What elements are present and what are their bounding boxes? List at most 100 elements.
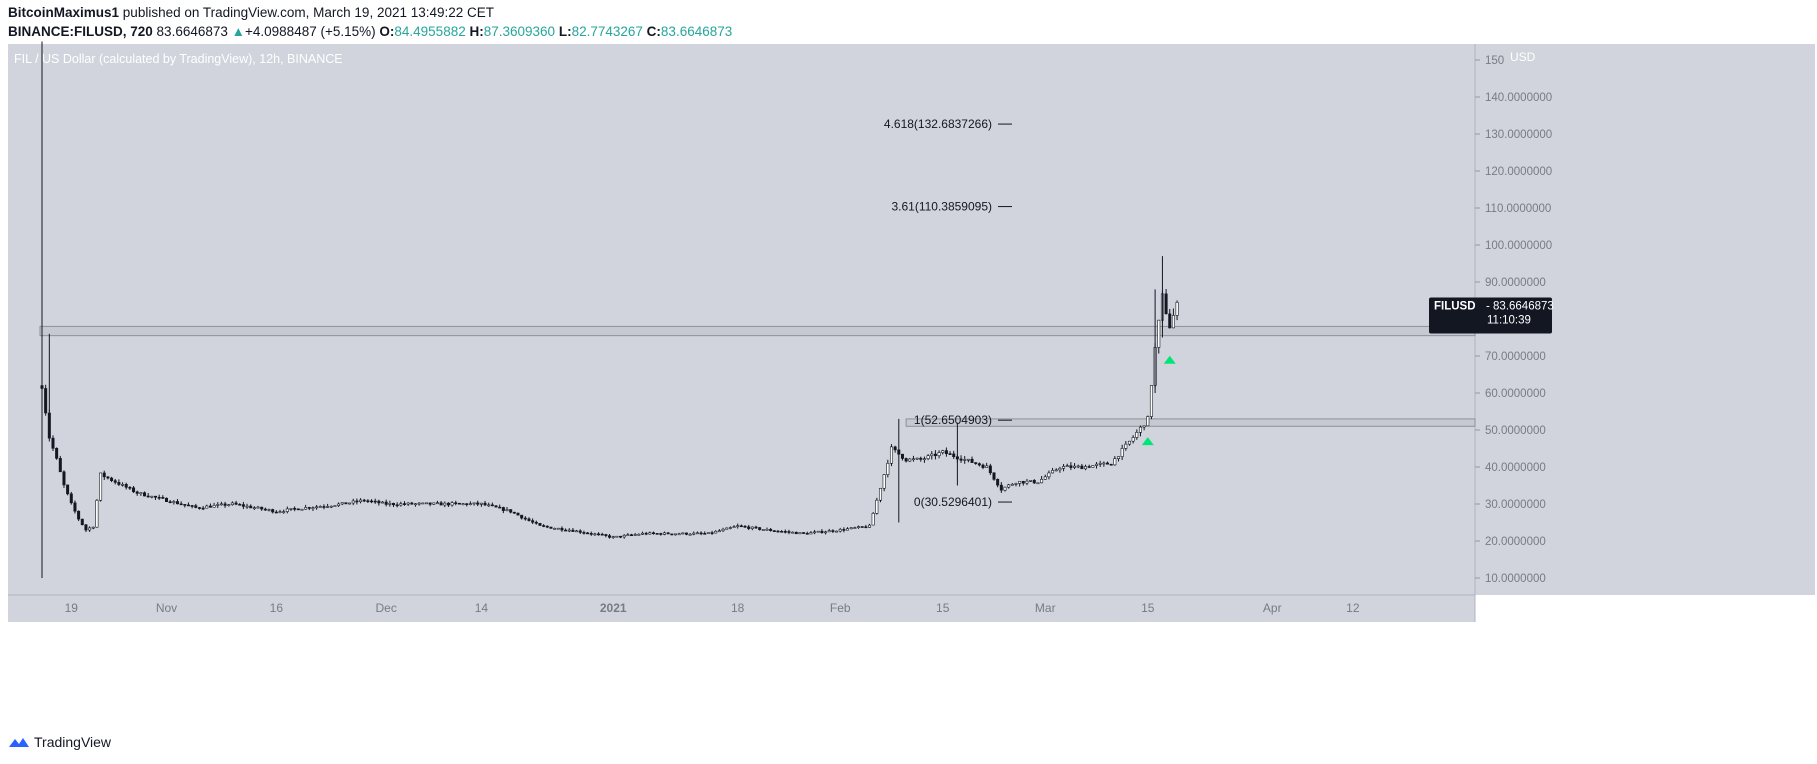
y-tick-label: 140.0000000: [1485, 92, 1552, 104]
candle-body: [534, 521, 538, 524]
candle-body: [1062, 466, 1066, 469]
candle-body: [234, 502, 238, 505]
y-tick-label: 150: [1485, 55, 1504, 67]
candle-body: [648, 532, 652, 535]
candle-body: [857, 526, 861, 528]
candle-body: [84, 524, 88, 531]
candle-body: [1054, 469, 1058, 472]
x-tick-label: Nov: [156, 601, 177, 615]
candle-body: [223, 503, 227, 506]
candle-body: [743, 525, 747, 528]
candle-body: [454, 502, 458, 505]
candle-body: [216, 504, 220, 506]
candle-body: [450, 502, 454, 506]
candle-body: [80, 518, 84, 526]
candle-body: [849, 527, 853, 530]
candle-body: [256, 506, 260, 509]
candle-body: [172, 501, 176, 503]
candle-body: [296, 508, 300, 511]
candle-body: [809, 532, 813, 535]
candle-body: [589, 533, 593, 535]
candle-body: [55, 448, 59, 459]
candle-body: [545, 525, 549, 528]
candle-body: [132, 487, 136, 493]
candle-body: [1036, 482, 1040, 485]
candle-body: [168, 501, 172, 504]
candle-body: [630, 534, 634, 537]
candle-body: [329, 505, 333, 508]
candle-body: [62, 471, 66, 486]
candle-body: [1138, 426, 1142, 433]
horizontal-zone: [39, 325, 1476, 337]
published-text: published on TradingView.com, March 19, …: [122, 5, 495, 20]
candle-body: [1047, 472, 1051, 478]
candle-body: [644, 532, 648, 535]
candle-body: [245, 505, 249, 508]
candle-body: [326, 506, 330, 508]
candle-body: [699, 532, 703, 535]
candle-body: [128, 486, 132, 489]
candle-body: [999, 484, 1003, 491]
candle-body: [922, 458, 926, 461]
candle-body: [952, 453, 956, 458]
candle-body: [370, 500, 374, 503]
candle-body: [483, 502, 487, 506]
candle-body: [113, 480, 117, 483]
candle-body: [340, 502, 344, 505]
candles: [40, 41, 1179, 578]
candle-body: [575, 530, 579, 533]
candle-body: [706, 532, 710, 534]
candle-body: [95, 499, 99, 528]
candle-body: [988, 465, 992, 474]
candle-body: [695, 532, 699, 535]
candle-body: [977, 463, 981, 466]
candle-body: [446, 502, 450, 506]
candle-body: [926, 455, 930, 460]
candle-body: [315, 506, 319, 509]
candle-body: [1021, 480, 1025, 484]
candle-body: [58, 458, 62, 473]
x-tick-label: 16: [270, 601, 284, 615]
open-label: O:: [379, 24, 395, 39]
candle-body: [498, 506, 502, 509]
candle-body: [1095, 463, 1099, 466]
candle-body: [194, 505, 198, 508]
y-tick-label: 10.0000000: [1485, 573, 1546, 585]
candle-body: [285, 508, 289, 512]
candle-body: [864, 526, 868, 529]
candle-body: [527, 518, 531, 521]
tradingview-brand[interactable]: TradingView: [8, 734, 111, 750]
candle-body: [421, 502, 425, 505]
candle-body: [51, 437, 55, 449]
horizontal-zone: [905, 418, 1476, 427]
candle-body: [509, 509, 513, 513]
low-label: L:: [558, 24, 572, 39]
up-triangle-icon: [1141, 437, 1154, 446]
candle-body: [688, 533, 692, 536]
author-name[interactable]: BitcoinMaximus1: [8, 5, 120, 20]
candle-body: [560, 527, 564, 531]
y-tick-label: 20.0000000: [1485, 536, 1546, 548]
candle-body: [794, 531, 798, 535]
candle-body: [424, 502, 428, 505]
candle-body: [948, 453, 952, 455]
candle-body: [933, 453, 937, 457]
candle-body: [681, 532, 685, 535]
candle-body: [747, 526, 751, 529]
candle-body: [611, 536, 615, 538]
candle-body: [219, 503, 223, 506]
candle-body: [619, 535, 623, 538]
candle-body: [846, 528, 850, 531]
candle-body: [1065, 465, 1069, 467]
candle-body: [937, 452, 941, 457]
candle-body: [831, 530, 835, 532]
x-tick-label: 12: [1346, 601, 1360, 615]
candle-body: [1091, 465, 1095, 468]
candle-body: [1146, 416, 1150, 427]
candle-body: [1032, 480, 1036, 484]
candle-body: [739, 525, 743, 528]
candle-body: [373, 500, 377, 503]
x-tick-label: Mar: [1035, 601, 1056, 615]
candle-body: [805, 532, 809, 535]
